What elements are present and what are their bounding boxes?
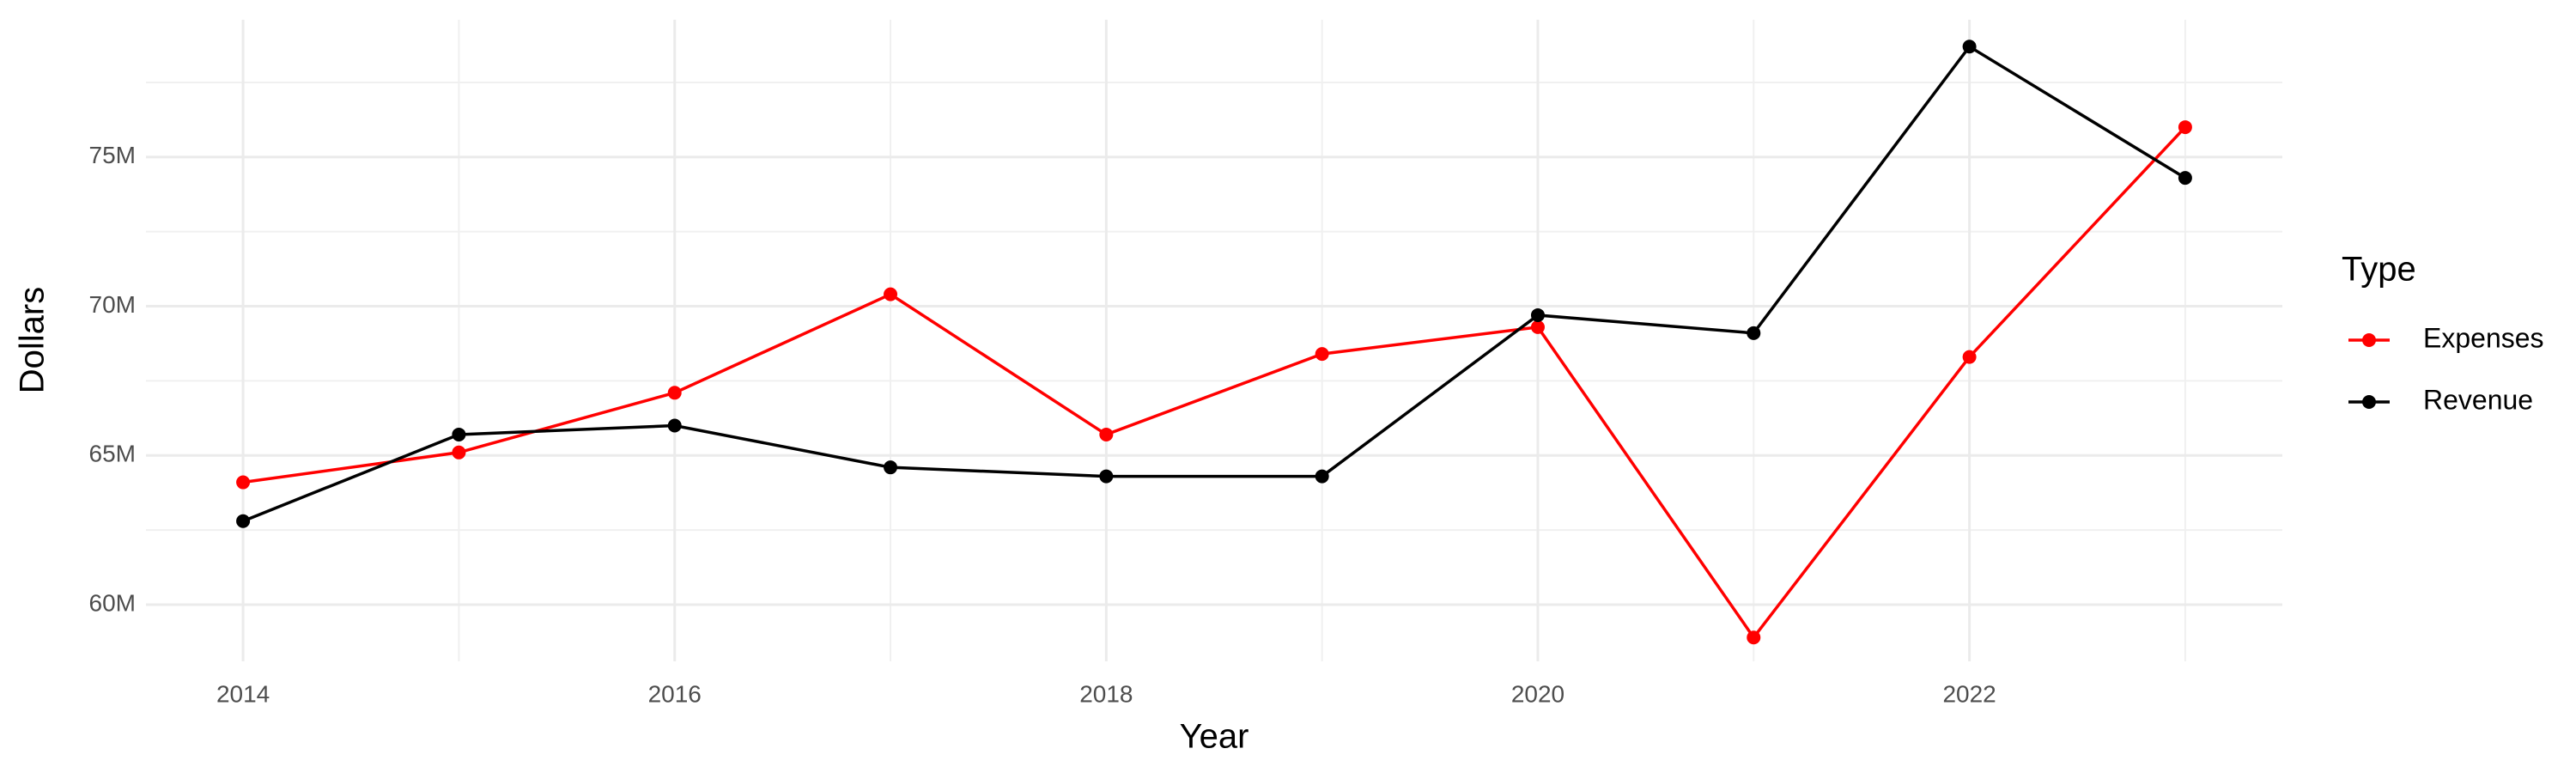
legend-title: Type — [2342, 251, 2416, 289]
series-line — [242, 125, 2187, 641]
data-point — [667, 386, 682, 400]
data-point — [1747, 326, 1761, 340]
data-point — [1530, 307, 1545, 322]
x-tick-label: 2018 — [1079, 680, 1133, 707]
x-tick-label: 2022 — [1942, 680, 1996, 707]
data-point — [1530, 320, 1545, 334]
data-point — [2178, 120, 2192, 135]
data-point — [884, 460, 898, 475]
data-point — [2178, 171, 2192, 186]
data-point — [452, 427, 466, 441]
series-line — [242, 44, 2186, 523]
data-point — [1099, 469, 1114, 484]
legend-label: Expenses — [2423, 322, 2544, 353]
data-point — [1962, 40, 1977, 54]
y-tick-label: 70M — [89, 291, 136, 318]
data-point — [236, 514, 251, 528]
data-point — [236, 475, 251, 490]
y-tick-label: 60M — [89, 589, 136, 616]
data-point — [1099, 427, 1114, 441]
data-point — [1315, 469, 1329, 484]
data-point — [452, 445, 466, 460]
y-tick-label: 75M — [89, 142, 136, 168]
data-point — [667, 418, 682, 433]
x-tick-label: 2020 — [1511, 680, 1564, 707]
y-axis-title: Dollars — [14, 287, 52, 393]
legend-key-point — [2362, 395, 2376, 409]
data-point — [884, 287, 898, 301]
x-axis-title: Year — [1180, 718, 1249, 756]
data-point — [1962, 350, 1977, 364]
legend-label: Revenue — [2423, 384, 2533, 415]
x-tick-label: 2016 — [648, 680, 702, 707]
grid — [146, 20, 2282, 661]
data-point — [1747, 630, 1761, 645]
data-point — [1315, 347, 1329, 362]
legend-key-point — [2362, 333, 2376, 347]
x-tick-label: 2014 — [216, 680, 270, 707]
y-tick-label: 65M — [89, 441, 136, 467]
